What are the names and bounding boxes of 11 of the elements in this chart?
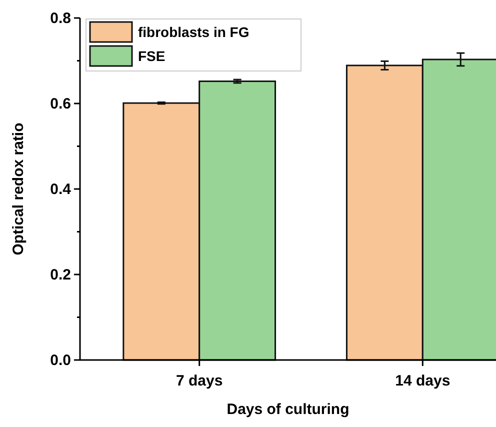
legend-label: FSE — [138, 48, 166, 64]
x-axis-title: Days of culturing — [226, 401, 350, 418]
x-tick-label: 7 days — [176, 372, 223, 390]
y-tick-label: 0.8 — [50, 10, 71, 27]
y-axis-title: Optical redox ratio — [10, 122, 27, 256]
y-tick-label: 0.0 — [50, 352, 71, 369]
y-tick-label: 0.6 — [50, 95, 71, 112]
y-tick-label: 0.2 — [50, 266, 71, 284]
y-tick-label: 0.4 — [50, 180, 72, 198]
legend-label: fibroblasts in FG — [138, 24, 250, 40]
x-tick-label: 14 days — [395, 372, 450, 390]
